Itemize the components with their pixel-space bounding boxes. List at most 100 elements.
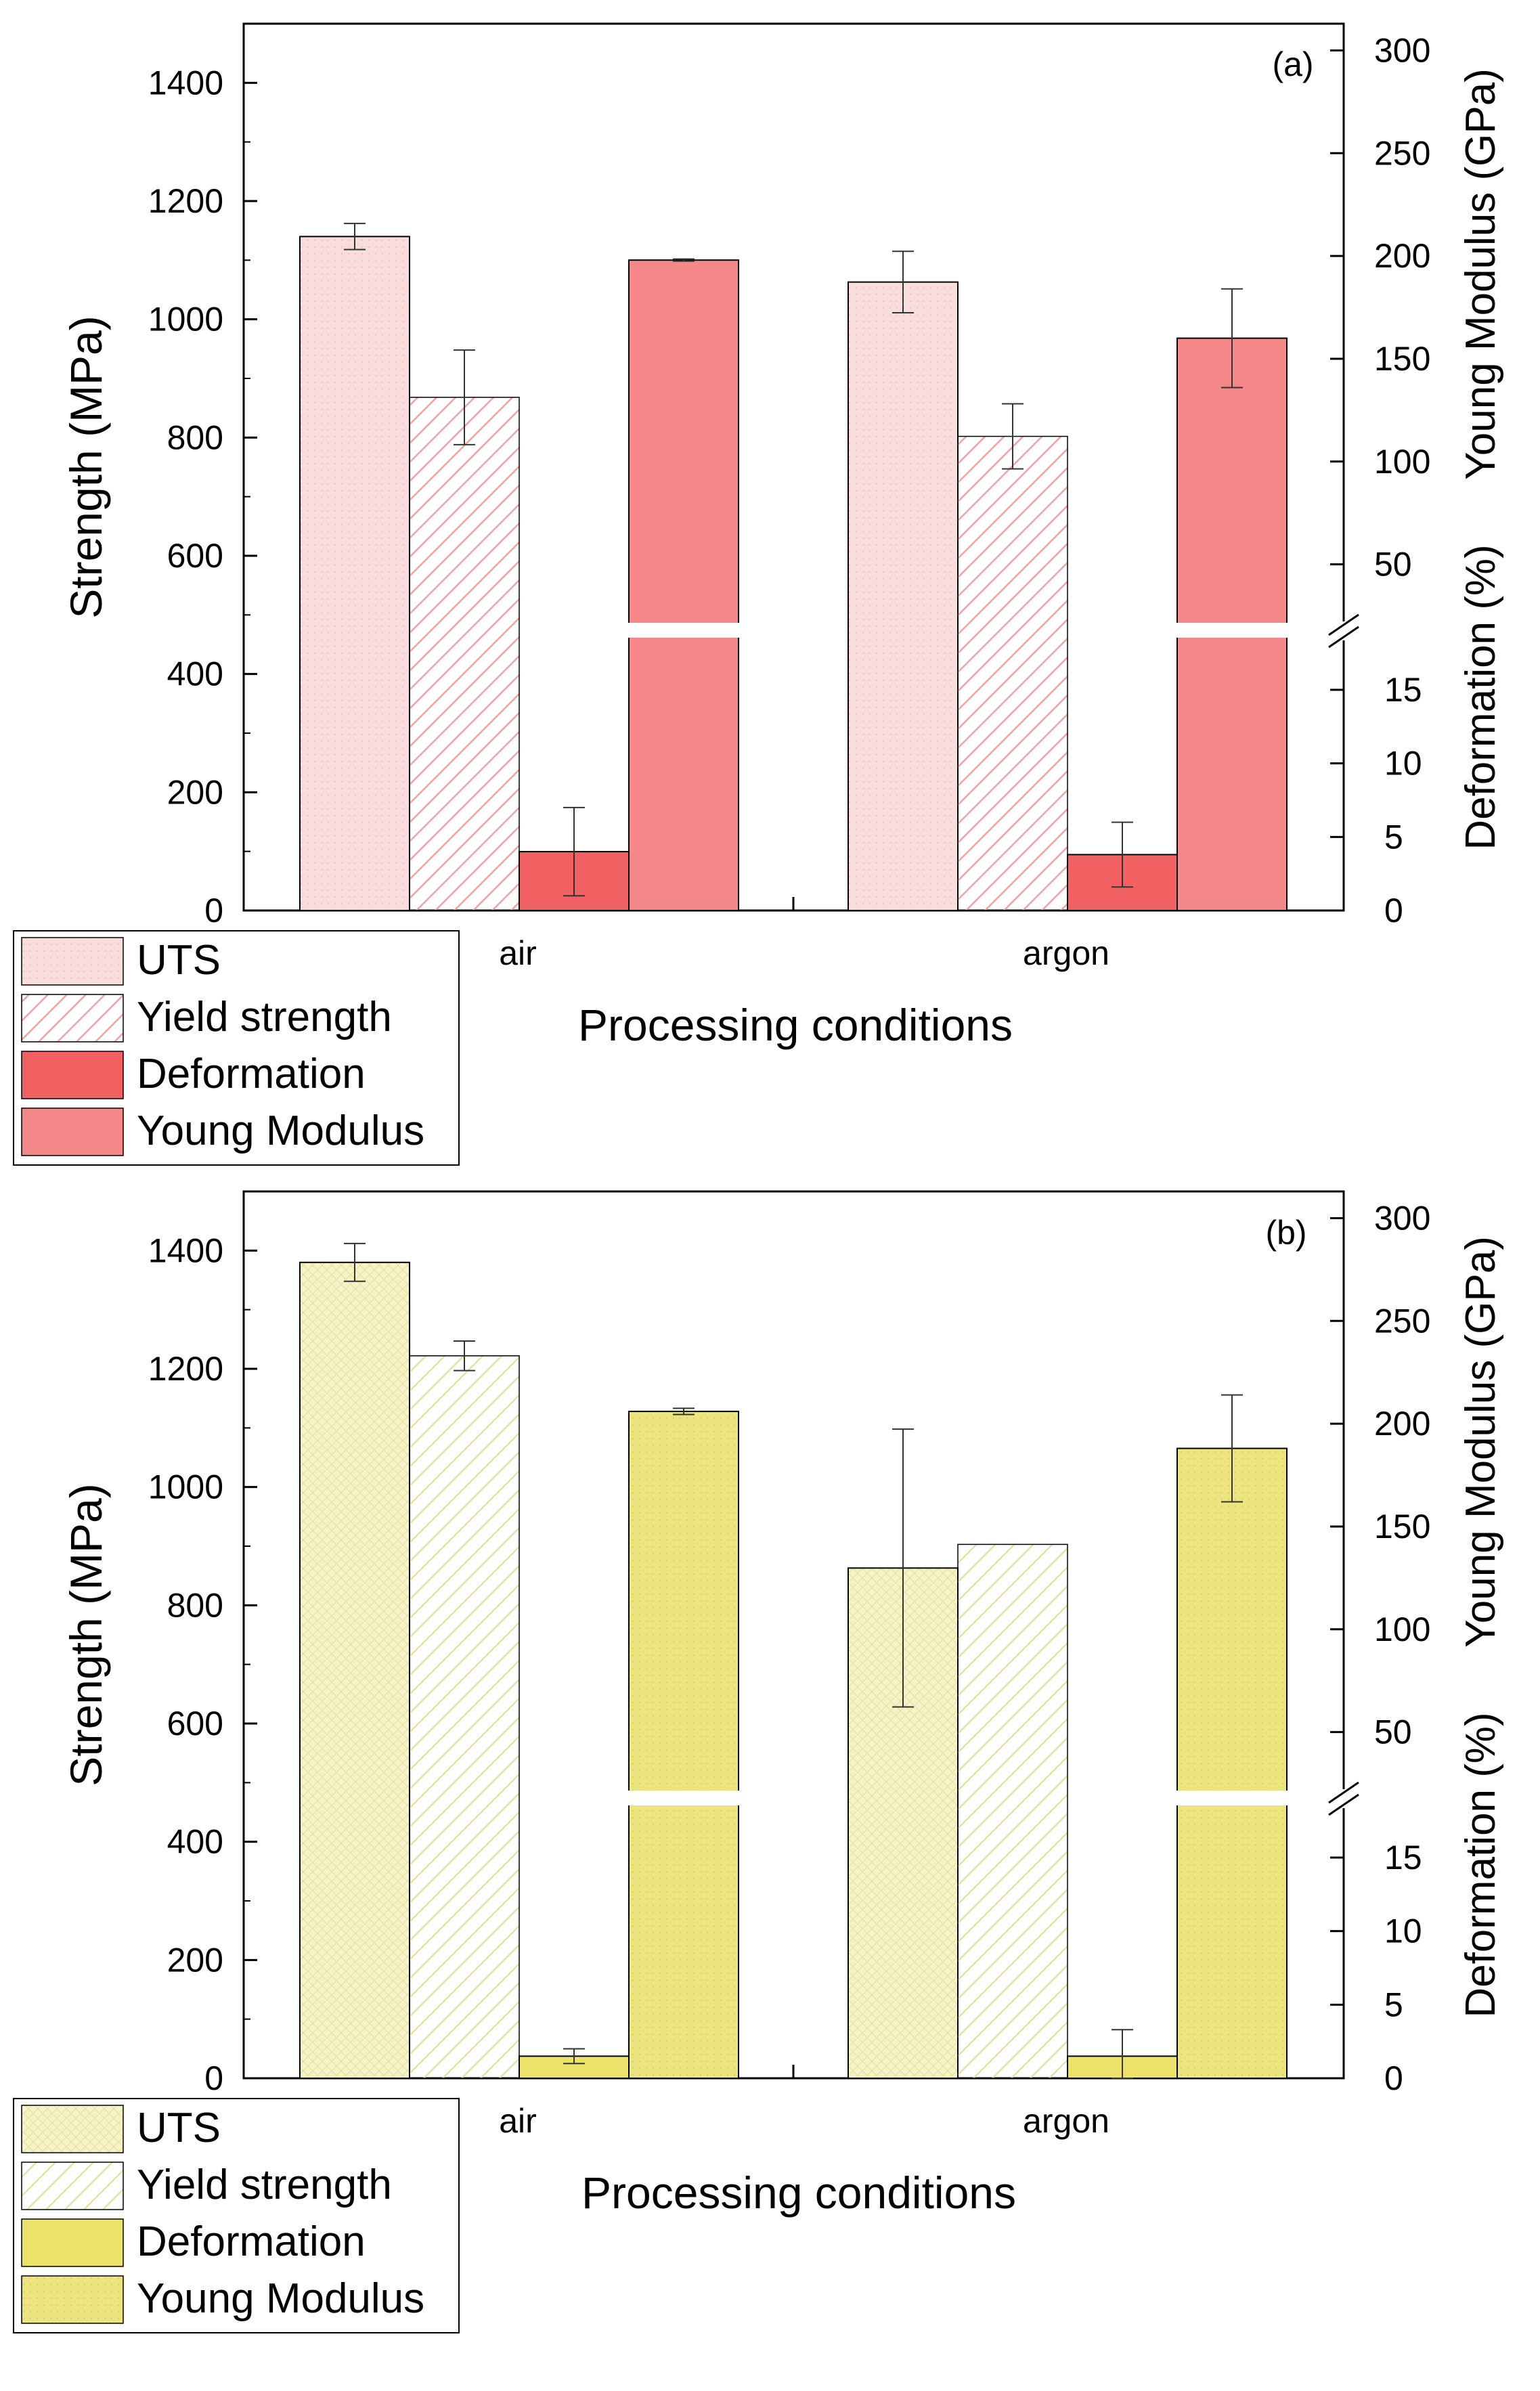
bar-break-gap — [628, 1791, 740, 1805]
y-tick-label: 1000 — [148, 301, 223, 338]
legend-label: Young Modulus — [137, 1107, 424, 1154]
right-axis-label-upper: Young Modulus (GPa) — [1457, 1236, 1504, 1648]
y-axis-label: Strength (MPa) — [61, 1483, 111, 1786]
right-axis-label-lower: Deformation (%) — [1457, 544, 1504, 850]
y-tick-label: 400 — [167, 1823, 223, 1861]
bar-break-gap — [1176, 623, 1288, 638]
bar-yield-strength — [409, 1355, 520, 2079]
left-axis-ticks: 0 200 400 600 800 1000 1200 1400 — [148, 1231, 257, 2097]
axis-break-mark — [1328, 1793, 1359, 1816]
axis-break-mark — [1328, 613, 1359, 636]
error-bars — [344, 223, 1243, 897]
left-axis-ticks: 0 200 400 600 800 1000 1200 1400 — [148, 64, 257, 929]
category-label: air — [499, 2102, 537, 2140]
y-tick-label: 1000 — [148, 1468, 223, 1506]
legend-label: Yield strength — [137, 994, 392, 1040]
right-lower-tick-label: 15 — [1384, 671, 1422, 709]
bar-break-gap — [628, 623, 740, 638]
category-labels: air argon — [499, 934, 1109, 972]
category-label: argon — [1023, 934, 1109, 972]
panel-label: (b) — [1265, 1214, 1306, 1252]
category-labels: air argon — [499, 2102, 1109, 2140]
bar-yield-strength — [957, 435, 1068, 911]
right-upper-tick-label: 100 — [1374, 443, 1430, 481]
bar-young-modulus — [628, 1410, 739, 2079]
right-upper-tick-label: 50 — [1374, 546, 1412, 584]
legend-swatch — [21, 937, 124, 986]
bar-uts — [299, 236, 410, 911]
y-tick-label: 200 — [167, 773, 223, 811]
right-upper-tick-label: 250 — [1374, 1302, 1430, 1340]
legend-label: UTS — [137, 937, 221, 984]
y-tick-label: 1200 — [148, 182, 223, 220]
bar-break-gap — [1176, 1791, 1288, 1805]
bar-uts — [848, 281, 959, 911]
right-upper-tick-label: 150 — [1374, 1508, 1430, 1545]
legend-swatch — [21, 1107, 124, 1156]
axis-break-mark — [1328, 1781, 1359, 1804]
legend-label: UTS — [137, 2105, 221, 2151]
error-bars — [344, 1242, 1243, 2079]
y-tick-label: 600 — [167, 537, 223, 575]
right-lower-tick-label: 0 — [1384, 2059, 1403, 2097]
x-axis-label: Processing conditions — [578, 1000, 1013, 1050]
right-upper-tick-label: 150 — [1374, 340, 1430, 378]
y-tick-label: 400 — [167, 655, 223, 693]
bars — [299, 236, 1288, 912]
axis-lines — [792, 613, 1359, 911]
category-label: argon — [1023, 2102, 1109, 2140]
bar-yield-strength — [409, 397, 520, 911]
y-tick-label: 600 — [167, 1705, 223, 1742]
right-axis-ticks: 50 100 150 200 250 300 0 5 10 15 — [1330, 1199, 1430, 2097]
right-axis-label-upper: Young Modulus (GPa) — [1457, 68, 1504, 480]
right-lower-tick-label: 5 — [1384, 1986, 1403, 2023]
bar-young-modulus — [1176, 1447, 1288, 2079]
y-tick-label: 200 — [167, 1941, 223, 1979]
axis-lines — [792, 1781, 1359, 2078]
legend-label: Yield strength — [137, 2162, 392, 2208]
legend-swatch — [21, 2218, 124, 2267]
right-upper-tick-label: 200 — [1374, 237, 1430, 275]
axis-break-mark — [1328, 626, 1359, 649]
right-upper-tick-label: 300 — [1374, 31, 1430, 69]
right-lower-tick-label: 15 — [1384, 1839, 1422, 1877]
legend: UTS Yield strength Deformation Young Modulu… — [13, 2098, 460, 2333]
y-tick-label: 1200 — [148, 1350, 223, 1388]
bar-yield-strength — [957, 1543, 1068, 2079]
y-tick-label: 1400 — [148, 1231, 223, 1269]
right-upper-tick-label: 100 — [1374, 1610, 1430, 1648]
right-upper-tick-label: 250 — [1374, 134, 1430, 172]
right-upper-tick-label: 50 — [1374, 1713, 1412, 1751]
bars — [299, 1261, 1288, 2080]
y-tick-label: 0 — [204, 892, 223, 929]
bar-uts — [299, 1261, 410, 2079]
right-lower-tick-label: 5 — [1384, 818, 1403, 856]
x-axis-label: Processing conditions — [581, 2168, 1016, 2218]
panel-label: (a) — [1272, 45, 1313, 83]
legend: UTS Yield strength Deformation Young Modulu… — [13, 930, 460, 1166]
right-lower-tick-label: 10 — [1384, 1912, 1422, 1950]
y-axis-label: Strength (MPa) — [61, 315, 111, 619]
category-label: air — [499, 934, 537, 972]
legend-swatch — [21, 2275, 124, 2324]
right-lower-tick-label: 0 — [1384, 892, 1403, 929]
legend-swatch — [21, 2162, 124, 2210]
y-tick-label: 800 — [167, 418, 223, 456]
bar-young-modulus — [628, 259, 739, 911]
right-axis-label-lower: Deformation (%) — [1457, 1712, 1504, 2017]
legend-swatch — [21, 994, 124, 1043]
legend-swatch — [21, 1051, 124, 1099]
y-tick-label: 0 — [204, 2059, 223, 2097]
legend-label: Young Modulus — [137, 2275, 424, 2322]
right-upper-tick-label: 200 — [1374, 1405, 1430, 1443]
legend-label: Deformation — [137, 1051, 366, 1097]
right-lower-tick-label: 10 — [1384, 745, 1422, 783]
y-tick-label: 800 — [167, 1586, 223, 1624]
right-upper-tick-label: 300 — [1374, 1199, 1430, 1237]
legend-swatch — [21, 2105, 124, 2153]
right-axis-ticks: 50 100 150 200 250 300 0 5 10 15 — [1330, 31, 1430, 929]
legend-label: Deformation — [137, 2218, 366, 2265]
